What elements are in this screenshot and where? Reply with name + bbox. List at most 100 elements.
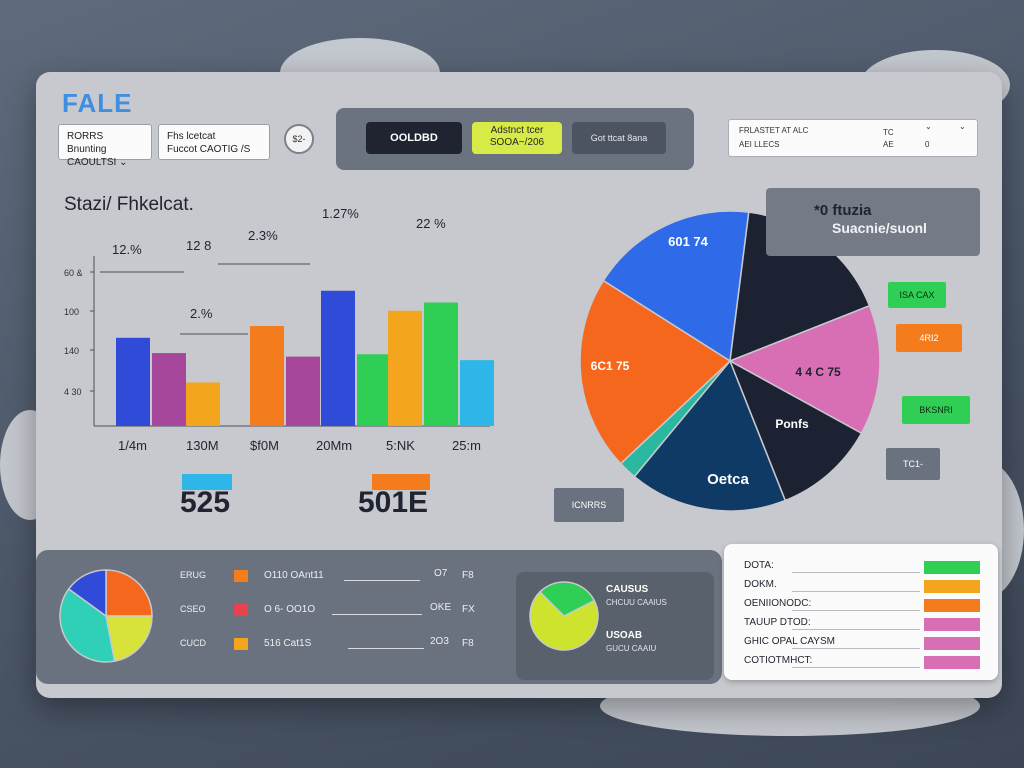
pie-slice	[728, 359, 863, 502]
pie-slice-label: 601 74	[668, 234, 709, 249]
summary-row[interactable]: ERUG O110 OAnt11 O7 F8	[176, 568, 496, 586]
kpi-value-1: 525	[180, 486, 231, 519]
x-tick-label: 25:m	[452, 438, 481, 453]
summary-row[interactable]: CSEO O 6- OO1O OKE FX	[176, 602, 496, 620]
bar	[152, 353, 186, 426]
x-tick-label: 130M	[186, 438, 219, 453]
pie-slice-label: 4 4 C 75	[795, 365, 841, 379]
legend-row-rule	[792, 610, 920, 611]
donut-label-3: USOAB	[606, 630, 643, 641]
pie-slice	[579, 279, 732, 465]
legend-row-label: TAUUP DTOD:	[744, 617, 811, 628]
tab-reports[interactable]: Got ttcat 8ana	[572, 122, 666, 154]
y-tick-label: 4 30	[64, 387, 82, 397]
kpi-swatch-1	[182, 474, 232, 490]
dropdown-select-2[interactable]: Fhs lcetcat Fuccot CAOTIG /S	[158, 124, 270, 160]
data-label: 1.27%	[322, 206, 359, 221]
data-label: 22 %	[416, 216, 446, 231]
pie-header-box: *0 ftuzia Suacnie/suonl	[766, 188, 980, 256]
tab-dashboard[interactable]: OOLDBD	[366, 122, 462, 154]
data-label: 12.%	[112, 242, 142, 257]
chevron-down-icon[interactable]: ⌄	[959, 122, 966, 131]
chevron-down-icon: ⌄	[119, 157, 128, 168]
legend-row-swatch[interactable]	[924, 561, 980, 574]
pie-slice	[59, 587, 116, 663]
pie-slice	[105, 569, 153, 617]
bar	[388, 310, 422, 426]
round-action-button[interactable]: $2-	[284, 124, 314, 154]
pie-slice	[538, 581, 596, 617]
summary-row-name: O 6- OO1O	[264, 604, 316, 615]
brand-logo: FALE	[62, 88, 133, 118]
data-label: 2.%	[190, 306, 213, 321]
donut-label-2: CHCUU CAAIUS	[606, 598, 667, 607]
kpi-swatch-2	[372, 474, 430, 490]
pie-slice	[67, 569, 107, 618]
legend-row-swatch[interactable]	[924, 599, 980, 612]
filter-col-2a: TC	[883, 128, 894, 137]
legend-row-label: GHIC OPAL CAYSM	[744, 636, 835, 647]
pie-legend-chip-2[interactable]: 4RI2	[896, 324, 962, 352]
summary-row-swatch	[234, 570, 248, 582]
y-tick-label: 60 &	[64, 268, 83, 278]
legend-row-swatch[interactable]	[924, 618, 980, 631]
legend-row-label: DOTA:	[744, 560, 774, 571]
legend-row-swatch[interactable]	[924, 580, 980, 593]
dropdown-select-1[interactable]: RORRS Bnunting CAOULTSI ⌄	[58, 124, 152, 168]
chevron-down-icon[interactable]: ⌄	[925, 122, 932, 131]
summary-row-value: OKE	[430, 602, 452, 613]
pie-header-line-1: *0 ftuzia	[814, 202, 872, 219]
x-tick-label: 20Mm	[316, 438, 352, 453]
filter-col-2b: AE	[883, 140, 894, 149]
summary-row-line	[344, 580, 420, 581]
filter-card[interactable]: FRLASTET AT ALC AEI LLECS TC AE 0 ⌄ ⌄	[728, 119, 978, 157]
summary-row-suffix: F8	[462, 638, 474, 649]
legend-row-label: DOKM.	[744, 579, 777, 590]
summary-row-name: O110 OAnt11	[264, 570, 324, 581]
bar-chart-title: Stazi/ Fhkelcat.	[64, 194, 194, 215]
legend-row-rule	[792, 591, 920, 592]
tab-analytics[interactable]: Adstnct tcer SOOA~/206	[472, 122, 562, 154]
legend-row-rule	[792, 648, 920, 649]
pie-slice	[633, 359, 787, 512]
donut-chart	[529, 581, 599, 651]
data-label: 12 8	[186, 238, 211, 253]
x-tick-label: 5:NK	[386, 438, 415, 453]
x-tick-label: 1/4m	[118, 438, 147, 453]
legend-row-swatch[interactable]	[924, 637, 980, 650]
y-tick-label: 140	[64, 346, 79, 356]
legend-row-rule	[792, 629, 920, 630]
bar	[321, 290, 355, 426]
legend-row-swatch[interactable]	[924, 656, 980, 669]
bar	[186, 382, 220, 426]
summary-row-tag: ERUG	[180, 570, 207, 580]
dropdown-line-1: RORRS Bnunting	[67, 131, 107, 155]
legend-row-rule	[792, 572, 920, 573]
filter-line-1: FRLASTET AT ALC	[739, 126, 809, 135]
summary-row[interactable]: CUCD 516 Cat1S 2O3 F8	[176, 636, 496, 654]
x-tick-label: $f0M	[250, 438, 279, 453]
bar	[460, 360, 494, 426]
bar	[116, 337, 150, 426]
pie-slice-label: Ponfs	[775, 417, 809, 431]
summary-row-swatch	[234, 604, 248, 616]
donut-label-1: CAUSUS	[606, 584, 649, 595]
pie-legend-chip-1[interactable]: ISA CAX	[888, 282, 946, 308]
pie-legend-chip-3[interactable]: BKSNRI	[902, 396, 970, 424]
summary-row-swatch	[234, 638, 248, 650]
pie-slice	[602, 210, 750, 363]
pie-slice	[728, 304, 881, 435]
legend-row-label: OENIIONODC:	[744, 598, 812, 609]
summary-row-value: O7	[434, 568, 448, 579]
pie-slice-label: Oetca	[707, 471, 749, 488]
summary-row-suffix: FX	[462, 604, 475, 615]
bar	[286, 356, 320, 426]
summary-row-tag: CUCD	[180, 638, 206, 648]
pie-legend-chip-4[interactable]: TC1-	[886, 448, 940, 480]
pie-slice	[529, 590, 599, 651]
main-pie-chart: 601 74 4 4 C 75 Ponfs Oetca 6C1 75	[579, 210, 881, 512]
filter-col-3: 0	[925, 140, 930, 149]
pie-legend-chip-5[interactable]: ICNRRS	[554, 488, 624, 522]
bar-chart: 60 & 100 140 4 30 1/4m 130M $f0M 20Mm 5:NK 25:m 12…	[64, 206, 494, 453]
bar	[424, 302, 458, 426]
